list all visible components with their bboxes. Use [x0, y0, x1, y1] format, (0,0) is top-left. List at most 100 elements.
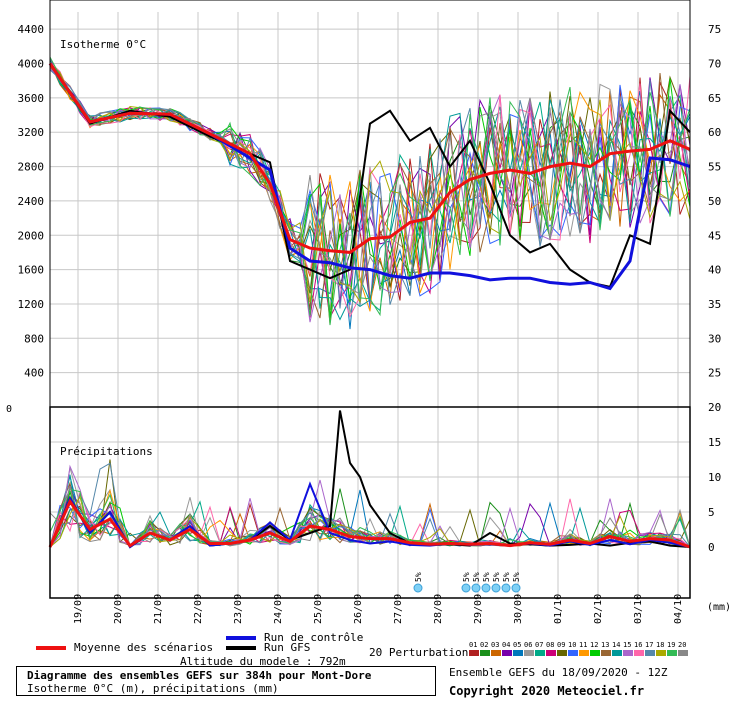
perturbation-id: 02	[480, 641, 488, 649]
perturbation-swatch	[612, 650, 622, 656]
perturbation-swatch	[634, 650, 644, 656]
perturbation-id: 14	[612, 641, 620, 649]
top-left-zero: 0	[6, 404, 12, 415]
y-right-tick-label: 45	[708, 229, 721, 242]
y-left-tick-label: 3600	[18, 92, 45, 105]
precip-tick-label: 15	[708, 436, 721, 449]
precip-tick-label: 20	[708, 401, 721, 414]
mean-iso-line	[48, 62, 691, 254]
perturbation-swatch	[546, 650, 556, 656]
perturbation-id: 19	[667, 641, 675, 649]
y-right-tick-label: 30	[708, 332, 721, 345]
snow-flake-icon	[481, 583, 491, 593]
x-tick-label: 22/09	[193, 594, 204, 624]
chart-title: Diagramme des ensembles GEFS sur 384h po…	[27, 669, 372, 682]
x-tick-label: 02/10	[593, 594, 604, 624]
panel-top-label: Isotherme 0°C	[60, 38, 146, 51]
perturbation-swatch	[667, 650, 677, 656]
y-right-tick-label: 70	[708, 58, 721, 71]
perturbation-id: 05	[513, 641, 521, 649]
legend-control-label: Run de contrôle	[264, 631, 363, 644]
legend-mean-label: Moyenne des scénarios	[74, 641, 213, 654]
snow-probability-label: 5%	[492, 572, 501, 582]
snow-flake-icon	[471, 583, 481, 593]
x-tick-label: 30/09	[513, 594, 524, 624]
model-altitude: Altitude du modele : 792m	[180, 655, 346, 668]
perturbation-swatch	[645, 650, 655, 656]
member-precip-line	[49, 474, 691, 548]
perturbation-swatch	[480, 650, 490, 656]
snow-flake-icon	[413, 583, 423, 593]
perturbation-swatch	[513, 650, 523, 656]
y-right-tick-label: 35	[708, 298, 721, 311]
legend-perturbations-label: 20 Perturbations	[369, 646, 475, 659]
member-iso-line	[49, 68, 691, 294]
perturbation-swatch	[678, 650, 688, 656]
mean-precip-line	[48, 498, 691, 549]
y-left-tick-label: 2800	[18, 161, 45, 174]
perturbation-id: 04	[502, 641, 510, 649]
x-tick-label: 24/09	[273, 594, 284, 624]
snow-flake-icon	[511, 583, 521, 593]
perturbation-swatch	[568, 650, 578, 656]
snow-probability-label: 5%	[462, 572, 471, 582]
snow-flake-icon	[461, 583, 471, 593]
y-left-tick-label: 800	[24, 332, 44, 345]
chart-subtitle: Isotherme 0°C (m), précipitations (mm)	[27, 682, 279, 695]
perturbation-id: 09	[557, 641, 565, 649]
title-box: Diagramme des ensembles GEFS sur 384h po…	[16, 666, 436, 696]
perturbation-id: 08	[546, 641, 554, 649]
perturbation-swatch	[524, 650, 534, 656]
member-iso-line	[49, 63, 691, 330]
x-tick-label: 20/09	[113, 594, 124, 624]
copyright: Copyright 2020 Meteociel.fr	[449, 684, 645, 698]
precip-tick-label: 5	[708, 506, 715, 519]
y-left-tick-label: 3200	[18, 126, 45, 139]
precip-tick-label: 0	[708, 541, 715, 554]
panel-bottom-label: Précipitations	[60, 445, 153, 458]
legend-gfs-label: Run GFS	[264, 641, 310, 654]
perturbation-id: 16	[634, 641, 642, 649]
perturbation-id: 06	[524, 641, 532, 649]
perturbation-swatch	[502, 650, 512, 656]
perturbation-id: 10	[568, 641, 576, 649]
perturbation-legend: 01 02 03 04 05 06 07 08 09 10 11 12 13 14 15 16 17 18 19 20	[469, 641, 688, 656]
y-left-tick-label: 400	[24, 367, 44, 380]
x-tick-label: 29/09	[473, 594, 484, 624]
y-right-tick-label: 55	[708, 161, 721, 174]
y-right-tick-label: 25	[708, 367, 721, 380]
member-iso-line	[49, 69, 691, 309]
top-panel-frame	[49, 0, 691, 408]
y-left-tick-label: 4400	[18, 23, 45, 36]
y-left-tick-label: 2400	[18, 195, 45, 208]
perturbation-swatch	[601, 650, 611, 656]
x-tick-label: 04/10	[673, 594, 684, 624]
snow-flake-icon	[491, 583, 501, 593]
snow-probability-label: 5%	[414, 572, 423, 582]
x-tick-label: 03/10	[633, 594, 644, 624]
unit-label: (mm)	[707, 602, 731, 613]
perturbation-id: 20	[678, 641, 686, 649]
perturbation-id: 07	[535, 641, 543, 649]
perturbation-id: 13	[601, 641, 609, 649]
perturbation-swatch	[656, 650, 666, 656]
control-iso-line	[48, 62, 691, 291]
x-tick-label: 19/09	[73, 594, 84, 624]
y-left-tick-label: 1200	[18, 298, 45, 311]
snow-probability-label: 5%	[482, 572, 491, 582]
snow-probability-label: 5%	[502, 572, 511, 582]
y-left-tick-label: 1600	[18, 264, 45, 277]
perturbation-id: 17	[645, 641, 653, 649]
y-right-tick-label: 75	[708, 23, 721, 36]
y-right-tick-label: 65	[708, 92, 721, 105]
bottom-panel-frame	[49, 406, 691, 599]
x-tick-label: 21/09	[153, 594, 164, 624]
ensemble-info: Ensemble GEFS du 18/09/2020 - 12Z	[449, 666, 668, 679]
x-tick-label: 28/09	[433, 594, 444, 624]
perturbation-swatch	[557, 650, 567, 656]
perturbation-swatch	[469, 650, 479, 656]
x-tick-label: 23/09	[233, 594, 244, 624]
perturbation-id: 15	[623, 641, 631, 649]
